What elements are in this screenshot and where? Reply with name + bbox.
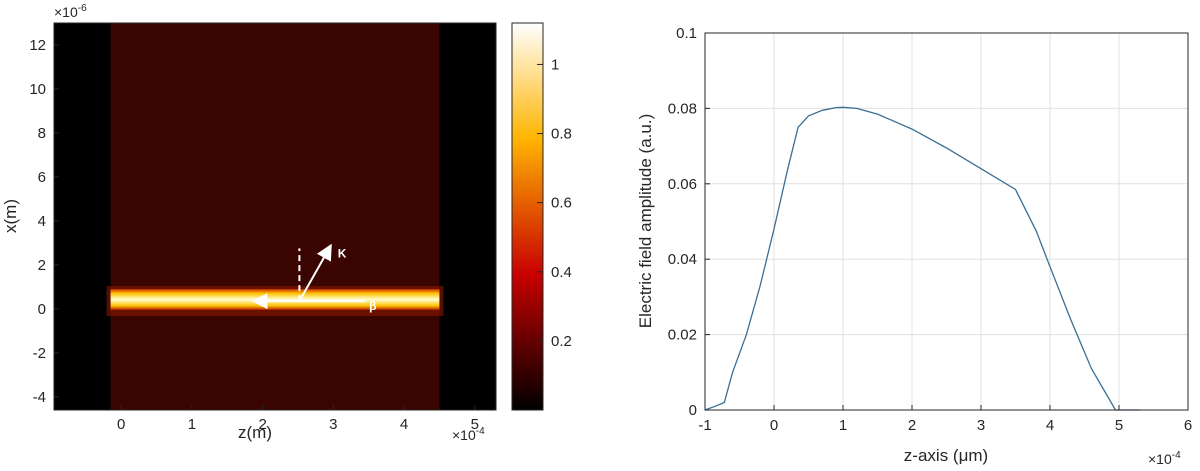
line-x-tick-label: 5: [1115, 417, 1123, 434]
heatmap-y-tick-label: 12: [29, 37, 46, 54]
heatmap-x-axis-label: z(m): [238, 423, 272, 442]
line-x-tick-label: 1: [839, 417, 847, 434]
heatmap-y-tick-label: 6: [38, 169, 46, 186]
line-x-axis-label: z-axis (μm): [904, 446, 988, 465]
colorbar-tick-label: 1: [551, 56, 559, 73]
heatmap-x-tick-label: 1: [188, 416, 196, 433]
heatmap-y-tick-label: 0: [38, 301, 46, 318]
heatmap-background-region: [110, 23, 440, 410]
heatmap-annotations: Kβ: [251, 243, 376, 313]
colorbar-tick-label: 0.2: [551, 333, 572, 350]
line-y-tick-label: 0.1: [676, 25, 697, 42]
colorbar: 0.2 0.4 0.6 0.8 1: [511, 22, 572, 411]
heatmap-frame: [53, 22, 497, 411]
line-y-tick-label: 0.08: [668, 100, 697, 117]
heatmap-x-ticks: 0 1 2 3 4 5: [117, 405, 479, 433]
line-x-multiplier: ×10-4: [1148, 450, 1181, 467]
line-series-electric-field: [704, 106, 1140, 411]
colorbar-tick-label: 0.4: [551, 264, 572, 281]
line-x-tick-label: 2: [908, 417, 916, 434]
line-y-tick-label: 0.06: [668, 176, 697, 193]
k-vector-arrow: [298, 243, 332, 302]
heatmap-y-multiplier: ×10-6: [54, 3, 87, 20]
heatmap-y-tick-label: -2: [33, 345, 46, 362]
colorbar-gradient: [511, 22, 544, 411]
line-y-tick-label: 0.04: [668, 251, 697, 268]
line-x-tick-label: -1: [698, 417, 711, 434]
colorbar-ticks: 0.2 0.4 0.6 0.8 1: [537, 56, 572, 350]
colorbar-tick-label: 0.6: [551, 195, 572, 212]
line-chart-panel: -1 0 1 2 3 4 5 6 00.020.040.060.080.1 z-axis (μ…: [636, 25, 1192, 467]
heatmap-y-tick-label: -4: [33, 389, 46, 406]
line-x-tick-label: 0: [770, 417, 778, 434]
line-y-axis-label: Electric field amplitude (a.u.): [636, 114, 655, 328]
line-y-tick-label: 0.02: [668, 327, 697, 344]
heatmap-x-multiplier: ×10-4: [452, 426, 485, 443]
heatmap-x-tick-label: 2: [258, 416, 266, 433]
line-plot-area: [705, 33, 1188, 410]
line-y-tick-label: 0: [689, 402, 697, 419]
heatmap-y-tick-label: 10: [29, 81, 46, 98]
line-frame: [704, 32, 1189, 411]
heatmap-x-tick-label: 5: [471, 416, 479, 433]
heatmap-y-tick-label: 4: [38, 213, 46, 230]
heatmap-x-tick-label: 3: [329, 416, 337, 433]
line-x-tick-label: 4: [1046, 417, 1054, 434]
heatmap-x-tick-label: 0: [117, 416, 125, 433]
line-x-ticks: -1 0 1 2 3 4 5 6: [698, 405, 1192, 434]
heatmap-y-axis-label: x(m): [1, 199, 20, 233]
line-x-tick-label: 3: [977, 417, 985, 434]
heatmap-y-tick-label: 8: [38, 125, 46, 142]
line-y-ticks: 0 0.02 0.04 0.06 0.08 0.1: [668, 25, 710, 419]
heatmap-beam: [110, 289, 440, 310]
heatmap-y-ticks: -4 -2 0 2 4 6 8 10 12: [29, 37, 59, 406]
colorbar-tick-label: 0.8: [551, 126, 572, 143]
k-label: K: [338, 246, 347, 260]
heatmap-y-tick-label: 2: [38, 257, 46, 274]
heatmap-x-tick-label: 4: [400, 416, 408, 433]
beta-label: β: [369, 299, 376, 313]
line-x-tick-label: 6: [1184, 417, 1192, 434]
